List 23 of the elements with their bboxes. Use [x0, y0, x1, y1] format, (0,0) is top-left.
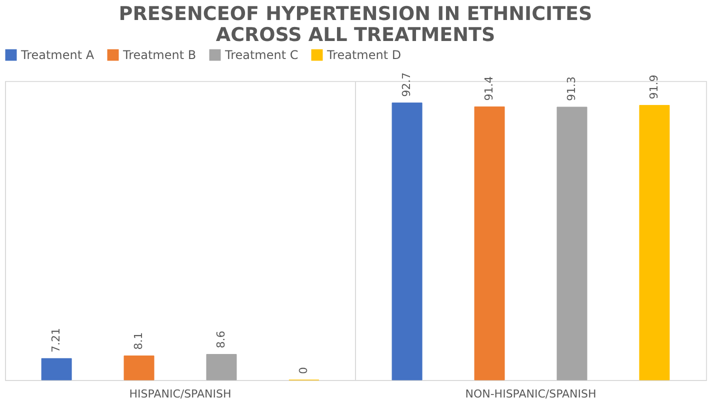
x-tick-label: HISPANIC/SPANISH [129, 388, 232, 400]
bar [474, 106, 505, 380]
bar [392, 102, 422, 380]
text: ACROSS ALL TREATMENTS [216, 24, 496, 46]
legend-label: Treatment B [122, 48, 196, 62]
legend-label: Treatment C [224, 48, 298, 62]
data-label: 0 [296, 367, 310, 374]
bar [556, 106, 588, 380]
bar [206, 354, 237, 380]
bar [41, 358, 72, 380]
data-label: 92.7 [400, 72, 414, 97]
legend-label: Treatment A [20, 48, 95, 62]
data-label: 91.3 [564, 76, 578, 102]
data-label: 8.6 [214, 330, 228, 348]
bar [639, 104, 670, 380]
x-tick-label: NON-HISPANIC/SPANISH [465, 388, 596, 400]
data-label: 7.21 [50, 328, 63, 352]
bar [124, 356, 154, 380]
data-label: 91.9 [647, 74, 660, 100]
data-label: 91.4 [482, 76, 496, 101]
text: PRESENCEOF HYPERTENSION IN ETHNICITES [118, 3, 592, 25]
data-label: 8.1 [132, 332, 146, 350]
legend-label: Treatment D [326, 48, 402, 62]
